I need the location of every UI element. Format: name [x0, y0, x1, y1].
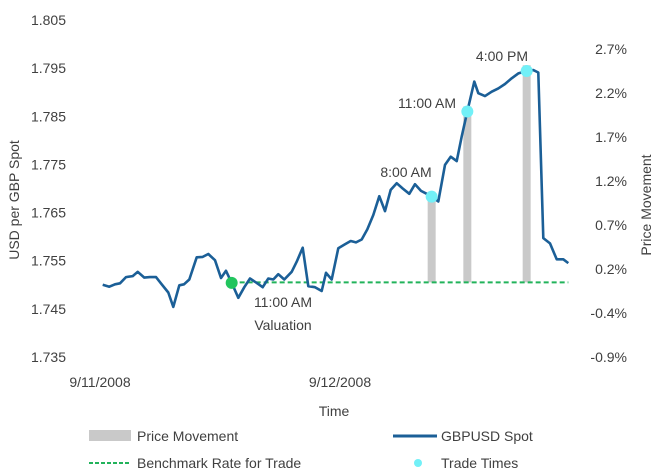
y-tick-label: 1.805: [31, 12, 66, 28]
trade-time-marker: [425, 190, 438, 203]
x-axis-ticks: 9/11/2008 9/12/2008: [69, 374, 371, 390]
y-tick-label: 1.795: [31, 60, 66, 76]
price-movement-bar: [427, 192, 436, 283]
y2-tick-label: -0.4%: [590, 305, 627, 321]
y-tick-label: 1.775: [31, 156, 66, 172]
y2-tick-label: 0.2%: [595, 261, 627, 277]
legend-swatch-trade-times: [414, 459, 422, 467]
price-movement-bar: [522, 65, 531, 283]
y-tick-label: 1.745: [31, 301, 66, 317]
y2-tick-label: 1.7%: [595, 129, 627, 145]
y-tick-label: 1.755: [31, 253, 66, 269]
legend-label: Trade Times: [441, 455, 518, 471]
y-tick-label: 1.785: [31, 108, 66, 124]
x-tick-label: 9/12/2008: [309, 374, 371, 390]
trade-time-marker: [461, 105, 474, 118]
y2-tick-label: 2.2%: [595, 85, 627, 101]
annotation-trade-4pm: 4:00 PM: [476, 48, 528, 64]
price-movement-bar: [463, 106, 472, 283]
x-tick-label: 9/11/2008: [69, 374, 130, 390]
y2-tick-label: 2.7%: [595, 41, 627, 57]
right-axis-ticks: 2.7% 2.2% 1.7% 1.2% 0.7% 0.2% -0.4% -0.9%: [590, 41, 627, 365]
y2-axis-label: Price Movement: [638, 154, 654, 255]
y-axis-label: USD per GBP Spot: [6, 140, 22, 260]
y2-tick-label: -0.9%: [590, 349, 627, 365]
left-axis-ticks: 1.805 1.795 1.785 1.775 1.765 1.755 1.745 1.735: [31, 12, 66, 365]
annotation-valuation-label: Valuation: [254, 317, 311, 333]
legend-label: Benchmark Rate for Trade: [137, 455, 301, 471]
price-movement-bars: [427, 65, 531, 283]
valuation-marker: [225, 276, 238, 289]
y2-tick-label: 1.2%: [595, 173, 627, 189]
annotation-valuation-time: 11:00 AM: [254, 294, 312, 310]
legend-label: GBPUSD Spot: [441, 428, 533, 444]
x-axis-label: Time: [319, 403, 350, 419]
annotation-trade-8am: 8:00 AM: [380, 164, 431, 180]
legend: Price Movement GBPUSD Spot Benchmark Rat…: [89, 428, 533, 471]
y2-tick-label: 0.7%: [595, 217, 627, 233]
legend-label: Price Movement: [137, 428, 238, 444]
y-tick-label: 1.735: [31, 349, 66, 365]
y-tick-label: 1.765: [31, 205, 66, 221]
trade-markers: [425, 65, 533, 203]
legend-swatch-price-movement: [89, 430, 131, 441]
gbpusd-spot-line: [102, 68, 570, 309]
trade-time-marker: [520, 65, 533, 78]
annotation-trade-11am: 11:00 AM: [398, 95, 456, 111]
